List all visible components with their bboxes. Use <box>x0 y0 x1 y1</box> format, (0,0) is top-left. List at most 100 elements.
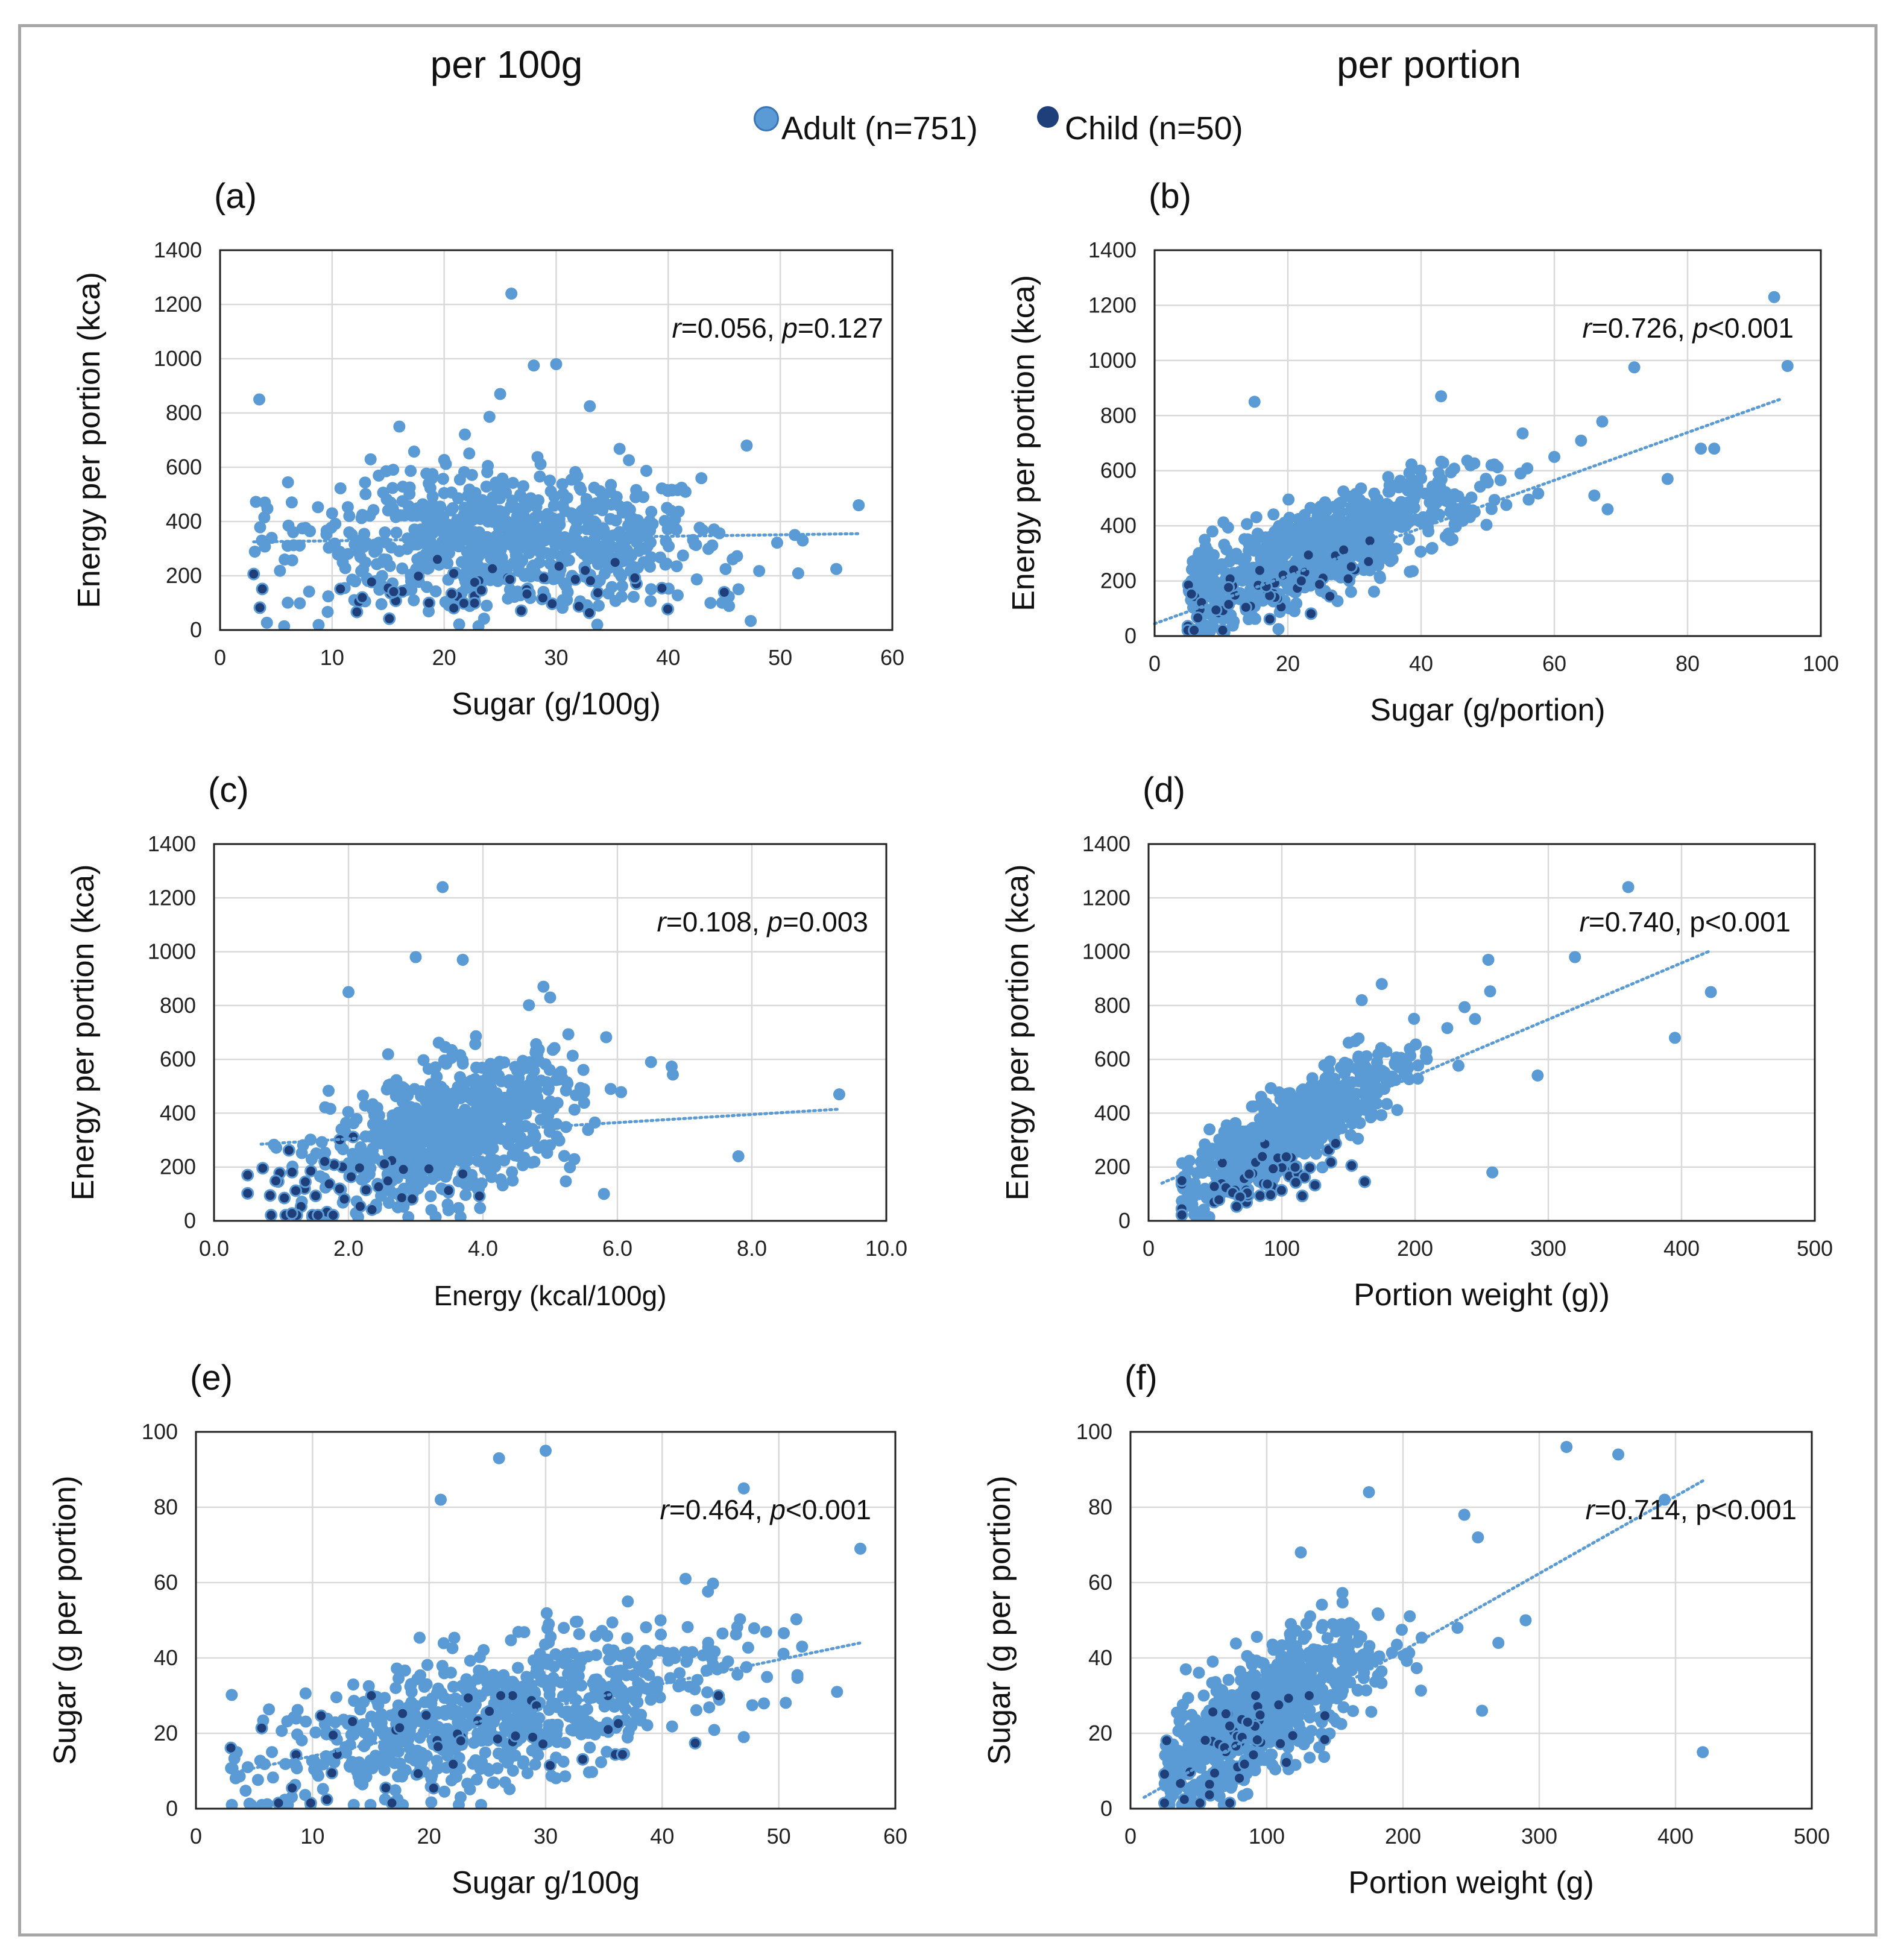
adult-point <box>613 443 626 455</box>
child-point <box>462 1691 475 1704</box>
adult-point <box>357 563 370 576</box>
child-point <box>289 1184 303 1197</box>
adult-point <box>544 1630 557 1643</box>
adult-point <box>680 1656 693 1668</box>
adult-point <box>459 1189 472 1202</box>
adult-point <box>321 605 334 618</box>
adult-point <box>482 459 494 472</box>
adult-point <box>1368 487 1381 500</box>
adult-point <box>558 1150 570 1162</box>
adult-point <box>396 562 409 575</box>
adult-point <box>1381 1098 1393 1111</box>
adult-point <box>679 1572 692 1585</box>
adult-point <box>670 560 683 573</box>
adult-point <box>1548 450 1560 463</box>
adult-point <box>1293 533 1306 546</box>
adult-point <box>1376 510 1389 523</box>
panel-b: (b)0 20 40 60 80 1000200400600800100012001400… <box>1006 177 1839 728</box>
adult-point <box>282 596 294 609</box>
adult-point <box>732 1150 745 1162</box>
adult-point <box>1612 1448 1625 1461</box>
adult-point <box>1697 1746 1709 1759</box>
adult-point <box>1272 1660 1285 1672</box>
child-point <box>365 575 378 588</box>
adult-point <box>1309 1124 1322 1137</box>
adult-point <box>1319 1072 1332 1085</box>
y-tick-label: 1400 <box>154 238 202 262</box>
y-tick-label: 40 <box>1088 1645 1112 1670</box>
adult-point <box>1351 1062 1363 1075</box>
adult-point <box>566 1050 579 1062</box>
child-point <box>468 596 481 610</box>
adult-point <box>436 1092 449 1104</box>
adult-point <box>438 1692 451 1704</box>
child-point <box>1219 1707 1232 1721</box>
y-tick-label: 800 <box>166 400 202 425</box>
adult-point <box>437 1637 450 1650</box>
child-point <box>1264 1188 1277 1202</box>
adult-point <box>1270 1710 1282 1722</box>
adult-point <box>1375 1109 1388 1121</box>
adult-point <box>605 1665 617 1678</box>
adult-point <box>1668 1032 1681 1044</box>
child-point <box>552 559 566 573</box>
adult-point <box>1339 1661 1352 1674</box>
adult-point <box>1369 503 1381 515</box>
adult-point <box>389 1143 402 1156</box>
adult-point <box>1514 467 1527 480</box>
adult-point <box>1363 1486 1375 1498</box>
adult-point <box>1305 523 1317 536</box>
adult-point <box>421 1659 434 1671</box>
adult-point <box>445 1105 458 1118</box>
child-point <box>468 576 481 589</box>
adult-point <box>348 1695 361 1707</box>
child-point <box>318 1155 332 1168</box>
adult-point <box>444 504 457 517</box>
x-tick-label: 80 <box>1676 651 1700 676</box>
adult-point <box>1266 1759 1279 1771</box>
adult-point <box>641 540 654 553</box>
adult-point <box>523 1715 535 1727</box>
child-point <box>1208 1180 1221 1193</box>
adult-point <box>796 1640 809 1653</box>
x-axis-label: Sugar (g/portion) <box>1370 693 1605 728</box>
adult-point <box>569 509 582 522</box>
adult-point <box>618 1648 631 1661</box>
child-point <box>1302 549 1315 562</box>
adult-point <box>1628 361 1641 374</box>
adult-point <box>263 1703 276 1716</box>
adult-point <box>537 1099 549 1112</box>
y-tick-label: 400 <box>1094 1100 1130 1125</box>
adult-point <box>431 1138 444 1151</box>
adult-point <box>397 1798 409 1809</box>
y-tick-label: 600 <box>1094 1047 1130 1071</box>
adult-point <box>1304 1610 1317 1623</box>
y-tick-label: 0 <box>1118 1208 1130 1233</box>
adult-point <box>620 533 633 546</box>
child-point <box>344 1170 358 1183</box>
y-tick-label: 1400 <box>148 831 196 856</box>
adult-point <box>1225 1129 1238 1142</box>
adult-point <box>492 1097 505 1110</box>
panel-label-f: (f) <box>1124 1358 1158 1398</box>
adult-point <box>583 1716 596 1728</box>
points-b <box>1181 291 1794 636</box>
adult-point <box>1255 1091 1267 1103</box>
y-tick-label: 600 <box>1100 458 1137 483</box>
adult-point <box>722 1655 734 1668</box>
adult-point <box>502 592 514 605</box>
child-point <box>486 562 499 575</box>
child-point <box>1267 1162 1280 1176</box>
adult-point <box>676 549 689 562</box>
y-tick-label: 400 <box>1100 513 1137 538</box>
adult-point <box>1347 1705 1360 1718</box>
adult-point <box>444 1703 457 1715</box>
panel-label-e: (e) <box>190 1358 233 1398</box>
adult-point <box>405 465 417 477</box>
child-point <box>427 1782 440 1795</box>
adult-point <box>727 553 739 566</box>
adult-point <box>1197 560 1210 573</box>
adult-point <box>1305 1725 1318 1738</box>
adult-point <box>424 1110 437 1123</box>
adult-point <box>587 1677 599 1689</box>
